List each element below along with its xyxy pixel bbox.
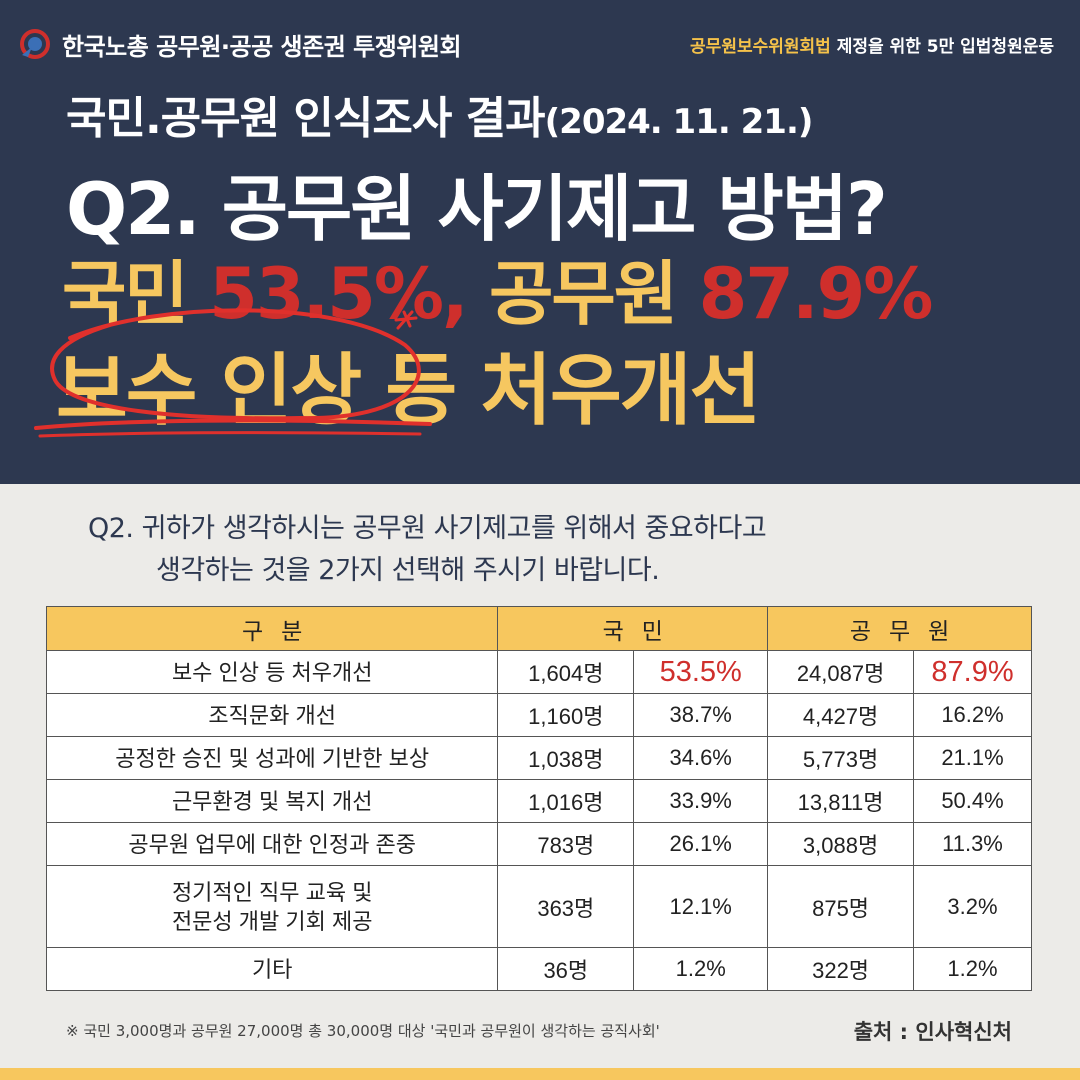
table-header-row: 구분 국민 공무원 (45, 606, 1032, 651)
row-category: 공무원 업무에 대한 인정과 존중 (45, 822, 499, 866)
official-count: 4,427명 (767, 693, 915, 737)
citizen-count: 1,038명 (497, 736, 635, 780)
row-category: 근무환경 및 복지 개선 (45, 779, 499, 823)
survey-question-line2: 생각하는 것을 2가지 선택해 주시기 바랍니다. (156, 555, 660, 586)
citizen-count: 1,160명 (497, 693, 635, 737)
header-category: 구분 (45, 606, 499, 651)
citizen-pct: 34.6% (633, 736, 769, 780)
survey-date: (2024. 11. 21.) (544, 102, 814, 142)
header-citizen: 국민 (497, 606, 769, 651)
table-row: 정기적인 직무 교육 및 전문성 개발 기회 제공 363명 12.1% 875… (45, 865, 1032, 948)
citizen-pct: 53.5% (633, 650, 769, 694)
source-credit: 출처 : 인사혁신처 (853, 1020, 1012, 1044)
official-count: 13,811명 (767, 779, 915, 823)
row-category: 보수 인상 등 처우개선 (45, 650, 499, 694)
row-category: 조직문화 개선 (45, 693, 499, 737)
official-count: 322명 (767, 947, 915, 991)
official-count: 875명 (767, 865, 915, 948)
official-pct: 11.3% (913, 822, 1032, 866)
org-header: 한국노총 공무원·공공 생존권 투쟁위원회 (18, 24, 462, 64)
table-row: 기타 36명 1.2% 322명 1.2% (45, 947, 1032, 991)
results-table: 구분 국민 공무원 보수 인상 등 처우개선 1,604명 53.5% 24,0… (45, 606, 1032, 991)
official-count: 24,087명 (767, 650, 915, 694)
header-official: 공무원 (767, 606, 1032, 651)
row-category-line2: 전문성 개발 기회 제공 (171, 908, 373, 934)
citizen-pct: 33.9% (633, 779, 769, 823)
bottom-accent-bar (0, 1068, 1080, 1080)
org-logo-icon (18, 27, 52, 61)
table-row: 보수 인상 등 처우개선 1,604명 53.5% 24,087명 87.9% (45, 650, 1032, 694)
campaign-highlight: 공무원보수위원회법 (690, 37, 831, 57)
survey-title: 국민.공무원 인식조사 결과(2024. 11. 21.) (66, 82, 814, 146)
citizen-pct: 1.2% (633, 947, 769, 991)
result-label-citizen: 국민 (62, 253, 210, 335)
official-pct: 3.2% (913, 865, 1032, 948)
official-pct: 16.2% (913, 693, 1032, 737)
table-row: 공정한 승진 및 성과에 기반한 보상 1,038명 34.6% 5,773명 … (45, 736, 1032, 780)
official-count: 5,773명 (767, 736, 915, 780)
table-row: 조직문화 개선 1,160명 38.7% 4,427명 16.2% (45, 693, 1032, 737)
row-category: 기타 (45, 947, 499, 991)
official-pct: 50.4% (913, 779, 1032, 823)
row-category: 공정한 승진 및 성과에 기반한 보상 (45, 736, 499, 780)
footnote: ※ 국민 3,000명과 공무원 27,000명 총 30,000명 대상 '국… (66, 1022, 660, 1040)
result-line: 국민 53.5%, 공무원 87.9% (62, 238, 934, 339)
survey-question-line1: Q2. 귀하가 생각하시는 공무원 사기제고를 위해서 중요하다고 (88, 513, 767, 544)
survey-question: Q2. 귀하가 생각하시는 공무원 사기제고를 위해서 중요하다고 생각하는 것… (88, 508, 767, 592)
citizen-count: 36명 (497, 947, 635, 991)
official-count: 3,088명 (767, 822, 915, 866)
table-row: 근무환경 및 복지 개선 1,016명 33.9% 13,811명 50.4% (45, 779, 1032, 823)
hero-banner: 한국노총 공무원·공공 생존권 투쟁위원회 공무원보수위원회법 제정을 위한 5… (0, 0, 1080, 484)
survey-title-text: 국민.공무원 인식조사 결과 (66, 93, 546, 144)
result-label-official: 공무원 (466, 253, 699, 335)
result-pct-citizen: 53.5%, (209, 253, 468, 335)
official-pct: 21.1% (913, 736, 1032, 780)
question-title: Q2. 공무원 사기제고 방법? (66, 167, 888, 251)
citizen-count: 363명 (497, 865, 635, 948)
org-name: 한국노총 공무원·공공 생존권 투쟁위원회 (62, 32, 462, 61)
result-headline: 보수 인상 등 처우개선 (56, 346, 761, 436)
row-category-line1: 정기적인 직무 교육 및 (171, 879, 373, 905)
result-pct-official: 87.9% (698, 253, 934, 335)
campaign-text: 공무원보수위원회법 제정을 위한 5만 입법청원운동 (690, 32, 1054, 57)
citizen-pct: 38.7% (633, 693, 769, 737)
official-pct: 87.9% (913, 650, 1032, 694)
campaign-rest: 제정을 위한 5만 입법청원운동 (830, 37, 1054, 57)
citizen-pct: 12.1% (633, 865, 769, 948)
official-pct: 1.2% (913, 947, 1032, 991)
citizen-count: 1,016명 (497, 779, 635, 823)
citizen-count: 1,604명 (497, 650, 635, 694)
table-row: 공무원 업무에 대한 인정과 존중 783명 26.1% 3,088명 11.3… (45, 822, 1032, 866)
citizen-pct: 26.1% (633, 822, 769, 866)
citizen-count: 783명 (497, 822, 635, 866)
row-category: 정기적인 직무 교육 및 전문성 개발 기회 제공 (45, 865, 499, 948)
